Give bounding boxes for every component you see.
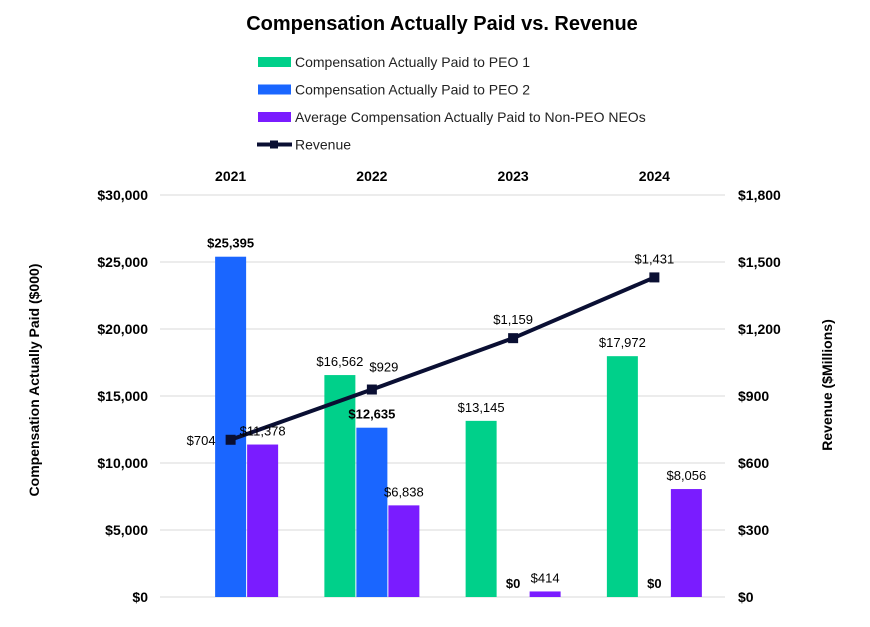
revenue-marker [508, 333, 519, 344]
revenue-marker [366, 384, 377, 395]
y-axis-right: $0 $300 $600 $900 $1,200 $1,500 $1,800 [738, 187, 781, 605]
bar [465, 420, 497, 597]
legend-swatch [258, 57, 291, 67]
revenue-label: $1,431 [634, 251, 674, 266]
bars [215, 256, 702, 597]
legend-label: Average Compensation Actually Paid to No… [295, 109, 646, 125]
revenue-label: $704 [187, 433, 216, 448]
bar-label: $0 [506, 576, 520, 591]
bar [356, 427, 388, 597]
y-axis-left-title: Compensation Actually Paid ($000) [26, 264, 42, 497]
legend: Compensation Actually Paid to PEO 1 Compe… [257, 54, 646, 153]
bar [529, 591, 561, 597]
y-axis-left: $0 $5,000 $10,000 $15,000 $20,000 $25,000 $30,… [97, 187, 148, 605]
x-tick-label: 2024 [639, 168, 670, 184]
y-right-tick-label: $900 [738, 388, 769, 404]
y-tick-label: $0 [132, 589, 148, 605]
revenue-label: $1,159 [493, 312, 533, 327]
bar [388, 505, 420, 597]
legend-swatch [258, 84, 291, 95]
revenue-label: $929 [369, 360, 398, 375]
y-tick-label: $30,000 [97, 187, 148, 203]
x-tick-label: 2023 [498, 168, 529, 184]
bar-label: $0 [647, 576, 661, 591]
y-tick-label: $25,000 [97, 254, 148, 270]
bar-label: $8,056 [666, 468, 706, 483]
bar-label: $17,972 [599, 335, 646, 350]
legend-label: Compensation Actually Paid to PEO 1 [295, 54, 530, 70]
legend-label: Compensation Actually Paid to PEO 2 [295, 82, 530, 98]
bar [670, 489, 702, 597]
data-labels: $16,562 $13,145 $17,972 $25,395 $12,635 $0 $0 $… [187, 236, 707, 591]
bar [606, 356, 638, 597]
x-axis: 2021 2022 2023 2024 [215, 168, 670, 184]
revenue-marker [649, 272, 660, 283]
y-right-tick-label: $600 [738, 455, 769, 471]
bar [324, 375, 356, 597]
bar-label: $13,145 [458, 400, 505, 415]
revenue-polyline [229, 275, 656, 442]
legend-label: Revenue [295, 137, 351, 153]
y-tick-label: $20,000 [97, 321, 148, 337]
chart-title: Compensation Actually Paid vs. Revenue [246, 13, 638, 35]
revenue-marker [225, 434, 236, 445]
y-right-tick-label: $1,500 [738, 254, 781, 270]
bar-label: $16,562 [316, 354, 363, 369]
bar-label: $414 [531, 570, 560, 585]
legend-swatch [258, 112, 291, 122]
y-tick-label: $10,000 [97, 455, 148, 471]
revenue-line [225, 272, 660, 445]
y-right-tick-label: $1,800 [738, 187, 781, 203]
bar-label: $6,838 [384, 484, 424, 499]
x-tick-label: 2021 [215, 168, 246, 184]
y-right-tick-label: $0 [738, 589, 754, 605]
y-right-tick-label: $300 [738, 522, 769, 538]
bar [215, 256, 247, 597]
y-right-tick-label: $1,200 [738, 321, 781, 337]
y-axis-right-title: Revenue ($Millions) [819, 319, 835, 450]
x-tick-label: 2022 [356, 168, 387, 184]
bar-label: $12,635 [348, 407, 395, 422]
y-tick-label: $5,000 [105, 522, 148, 538]
bar [247, 444, 279, 597]
legend-marker [270, 140, 278, 149]
bar-label: $11,378 [240, 424, 286, 439]
bar-label: $25,395 [207, 236, 254, 251]
y-tick-label: $15,000 [97, 388, 148, 404]
